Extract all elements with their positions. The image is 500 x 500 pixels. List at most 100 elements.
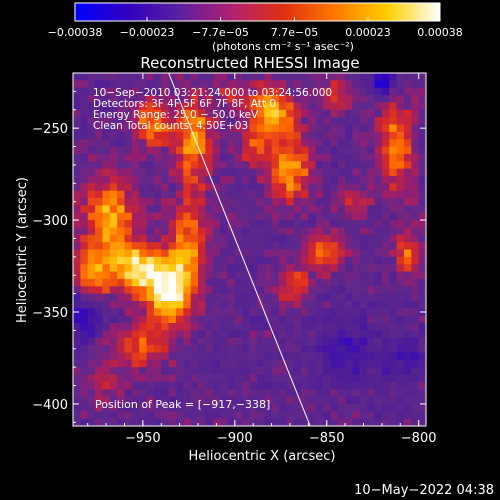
heatmap-cell [418, 330, 426, 339]
heatmap-cell [139, 95, 147, 103]
heatmap-cell [95, 374, 103, 383]
heatmap-cell [271, 359, 280, 368]
heatmap-cell [80, 95, 89, 103]
heatmap-cell [381, 146, 390, 155]
heatmap-cell [359, 271, 368, 280]
heatmap-cell [367, 73, 375, 81]
heatmap-cell [367, 220, 375, 228]
heatmap-cell [73, 161, 81, 170]
heatmap-cell [381, 367, 390, 375]
heatmap-cell [95, 403, 103, 412]
heatmap-cell [418, 264, 426, 272]
heatmap-cell [300, 168, 309, 177]
heatmap-cell [330, 345, 339, 353]
heatmap-cell [220, 403, 228, 412]
heatmap-cell [308, 109, 317, 118]
heatmap-cell [352, 389, 361, 397]
heatmap-cell [359, 278, 368, 287]
heatmap-cell [300, 234, 309, 243]
heatmap-cell [345, 381, 353, 390]
heatmap-cell [249, 227, 258, 236]
heatmap-cell [175, 345, 184, 353]
heatmap-cell [109, 161, 118, 170]
heatmap-cell [300, 190, 309, 199]
heatmap-cell [109, 308, 118, 317]
heatmap-cell [212, 73, 221, 81]
heatmap-cell [109, 175, 118, 184]
heatmap-cell [183, 271, 192, 280]
heatmap-cell [367, 109, 375, 118]
heatmap-cell [278, 198, 287, 206]
heatmap-cell [308, 73, 317, 81]
heatmap-cell [102, 337, 111, 346]
heatmap-cell [256, 168, 265, 177]
heatmap-cell [198, 330, 206, 339]
heatmap-cell [418, 131, 426, 140]
heatmap-cell [367, 227, 375, 236]
heatmap-cell [234, 249, 243, 258]
heatmap-cell [286, 381, 295, 390]
heatmap-cell [175, 337, 184, 346]
heatmap-cell [374, 271, 383, 280]
heatmap-cell [198, 131, 206, 140]
heatmap-cell [175, 146, 184, 155]
heatmap-cell [124, 161, 133, 170]
heatmap-cell [271, 109, 280, 118]
heatmap-cell [300, 293, 309, 302]
heatmap-cell [337, 337, 346, 346]
heatmap-cell [220, 227, 228, 236]
heatmap-cell [242, 234, 250, 243]
heatmap-cell [87, 190, 96, 199]
heatmap-cell [300, 352, 309, 361]
heatmap-cell [403, 418, 412, 426]
heatmap-cell [234, 396, 243, 405]
heatmap-cell [139, 212, 147, 221]
heatmap-cell [381, 256, 390, 265]
heatmap-cell [212, 220, 221, 228]
heatmap-cell [374, 161, 383, 170]
heatmap-cell [345, 345, 353, 353]
heatmap-cell [220, 323, 228, 331]
heatmap-cell [175, 168, 184, 177]
heatmap-cell [146, 286, 155, 295]
heatmap-cell [315, 175, 324, 184]
heatmap-cell [80, 396, 89, 405]
heatmap-cell [359, 411, 368, 420]
heatmap-cell [323, 161, 331, 170]
heatmap-cell [205, 102, 214, 111]
heatmap-cell [139, 367, 147, 375]
heatmap-cell [87, 411, 96, 420]
heatmap-cell [131, 124, 140, 133]
heatmap-cell [293, 183, 302, 192]
heatmap-cell [359, 323, 368, 331]
heatmap-cell [293, 323, 302, 331]
heatmap-cell [102, 315, 111, 324]
heatmap-cell [359, 367, 368, 375]
heatmap-cell [345, 131, 353, 140]
heatmap-cell [411, 352, 420, 361]
heatmap-cell [95, 73, 103, 81]
heatmap-cell [124, 117, 133, 125]
heatmap-cell [337, 359, 346, 368]
heatmap-cell [131, 190, 140, 199]
heatmap-cell [345, 220, 353, 228]
heatmap-cell [242, 411, 250, 420]
heatmap-cell [227, 109, 236, 118]
heatmap-cell [183, 352, 192, 361]
heatmap-cell [374, 359, 383, 368]
heatmap-cell [381, 315, 390, 324]
heatmap-cell [139, 374, 147, 383]
heatmap-cell [73, 139, 81, 147]
heatmap-cell [337, 109, 346, 118]
heatmap-cell [146, 359, 155, 368]
heatmap-cell [161, 264, 170, 272]
heatmap-cell [139, 117, 147, 125]
heatmap-cell [242, 323, 250, 331]
heatmap-cell [124, 293, 133, 302]
heatmap-cell [87, 249, 96, 258]
heatmap-cell [286, 190, 295, 199]
heatmap-cell [124, 367, 133, 375]
heatmap-cell [153, 249, 162, 258]
heatmap-cell [175, 198, 184, 206]
heatmap-cell [403, 256, 412, 265]
